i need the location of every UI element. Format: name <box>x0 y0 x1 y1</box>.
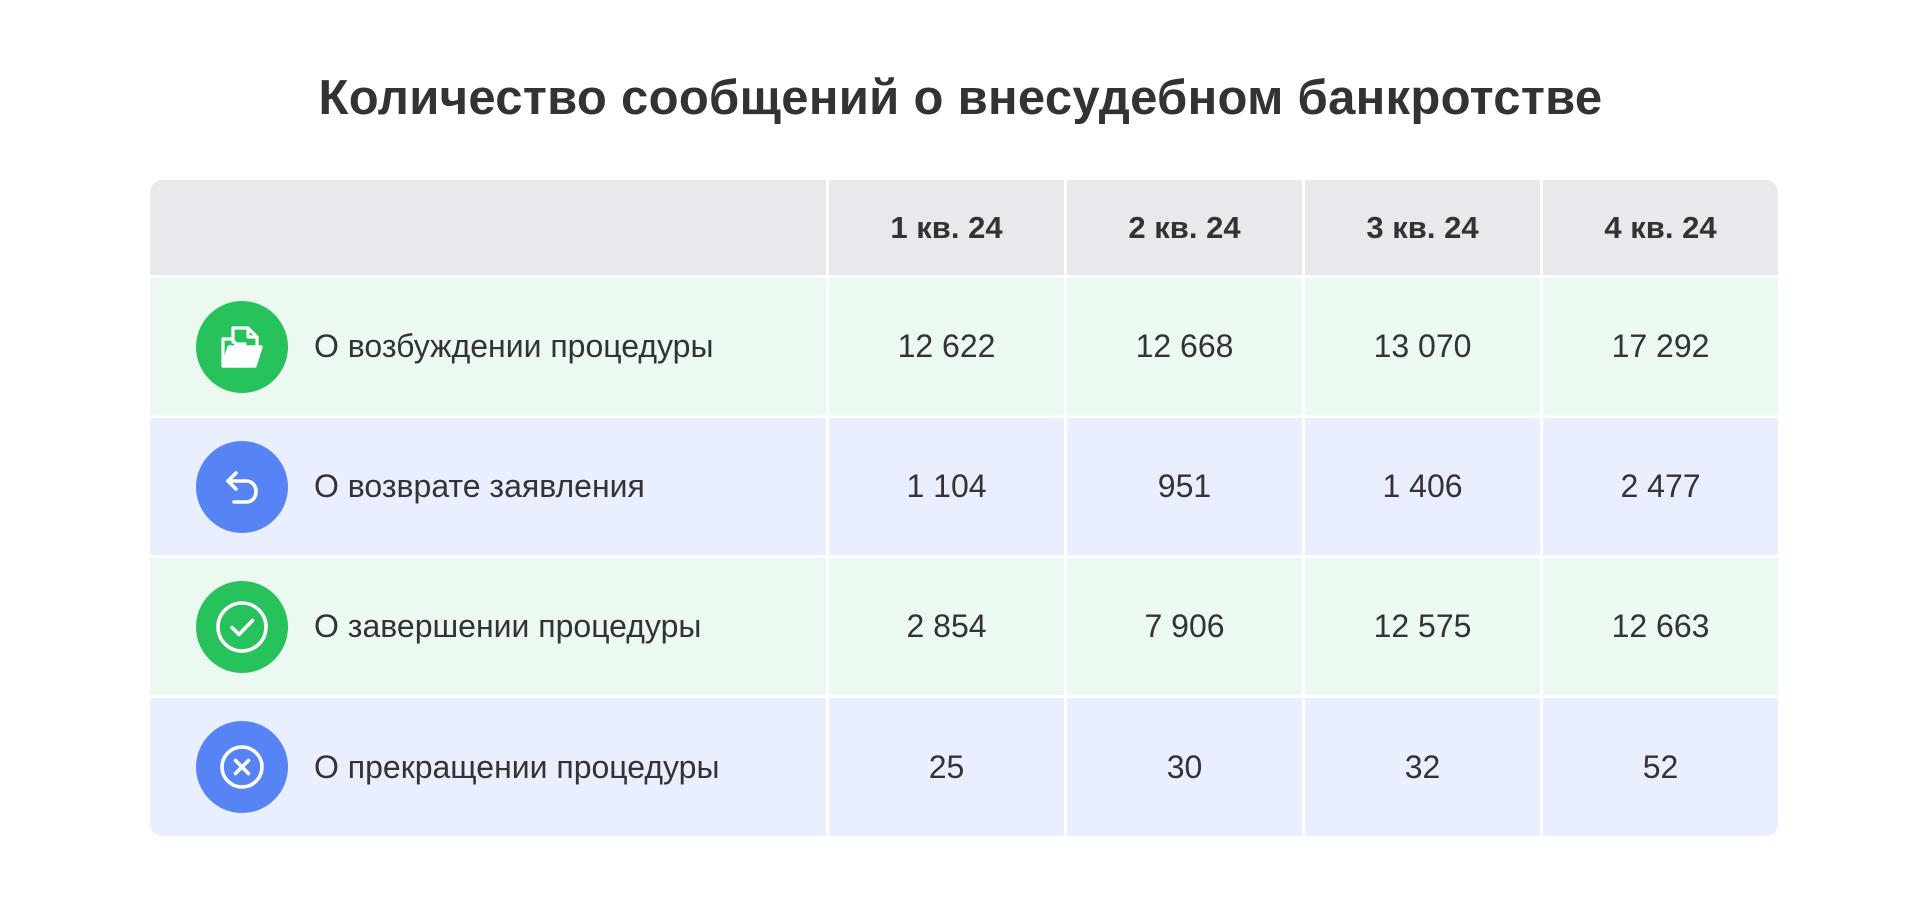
table-cell: 1 406 <box>1305 418 1540 555</box>
table-cell: 2 477 <box>1543 418 1778 555</box>
row-label: О завершении процедуры <box>314 608 702 644</box>
row-label-cell: О возбуждении процедуры <box>150 278 826 415</box>
table-cell: 17 292 <box>1543 278 1778 415</box>
cross-circle-icon <box>196 721 288 813</box>
row-label-cell: О возврате заявления <box>150 418 826 555</box>
row-label: О возбуждении процедуры <box>314 328 714 364</box>
table-cell: 32 <box>1305 698 1540 836</box>
row-label: О прекращении процедуры <box>314 748 720 785</box>
table-cell: 12 663 <box>1543 558 1778 695</box>
table-cell: 951 <box>1067 418 1302 555</box>
folder-document-icon <box>196 300 288 393</box>
data-table: 1 кв. 24 2 кв. 24 3 кв. 24 4 кв. 24 О во… <box>150 180 1778 836</box>
table-cell: 7 906 <box>1067 558 1302 695</box>
row-label: О возврате заявления <box>314 468 645 504</box>
column-header: 3 кв. 24 <box>1305 180 1540 275</box>
page-title: Количество сообщений о внесудебном банкр… <box>318 71 1603 125</box>
table-cell: 2 854 <box>829 558 1064 695</box>
table-cell: 52 <box>1543 698 1778 836</box>
row-label-cell: О прекращении процедуры <box>150 698 826 836</box>
check-circle-icon <box>196 580 288 673</box>
table-cell: 12 668 <box>1067 278 1302 415</box>
table-cell: 13 070 <box>1305 278 1540 415</box>
table-cell: 25 <box>829 698 1064 836</box>
table-cell: 1 104 <box>829 418 1064 555</box>
column-header: 4 кв. 24 <box>1543 180 1778 275</box>
table-cell: 12 622 <box>829 278 1064 415</box>
column-header: 1 кв. 24 <box>829 180 1064 275</box>
row-label-cell: О завершении процедуры <box>150 558 826 695</box>
table-cell: 30 <box>1067 698 1302 836</box>
return-arrow-icon <box>196 440 288 533</box>
table-cell: 12 575 <box>1305 558 1540 695</box>
table-header-corner <box>150 180 826 275</box>
column-header: 2 кв. 24 <box>1067 180 1302 275</box>
